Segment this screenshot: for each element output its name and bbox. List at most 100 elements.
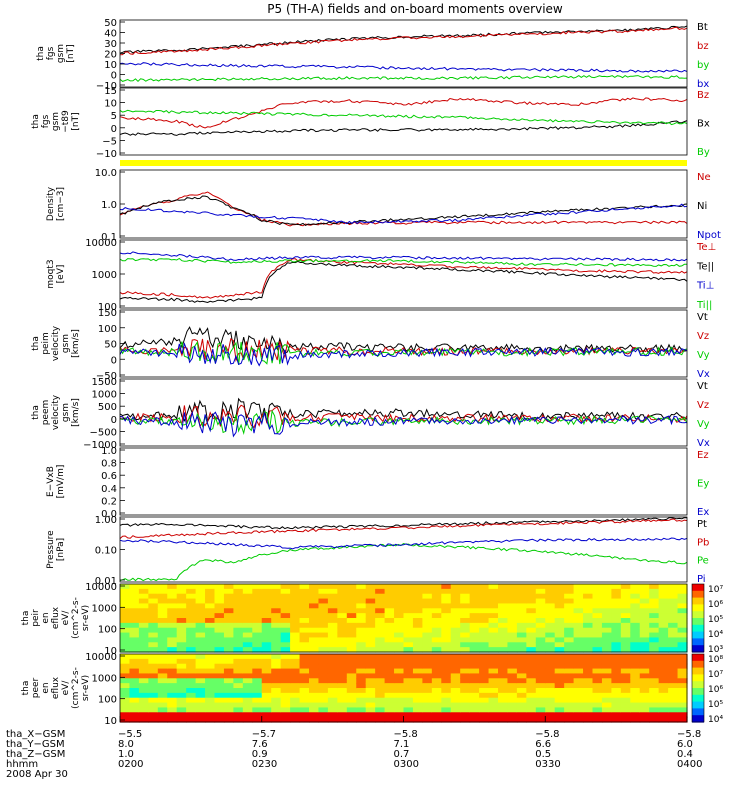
heat-cell — [394, 613, 405, 619]
heat-cell — [649, 688, 660, 694]
heat-cell — [441, 697, 452, 704]
heat-cell — [658, 668, 669, 675]
heat-cell — [356, 663, 367, 670]
heat-cell — [205, 603, 216, 609]
heat-cell — [346, 712, 357, 718]
heat-cell — [384, 673, 395, 679]
heat-cell — [365, 678, 376, 684]
heat-cell — [148, 678, 159, 684]
heat-cell — [507, 588, 518, 595]
heat-cell — [507, 584, 518, 590]
y-axis-label: tha — [36, 46, 46, 61]
y-tick-label: 0.6 — [101, 471, 117, 482]
heat-cell — [573, 712, 584, 718]
heat-cell — [138, 613, 149, 619]
y-axis-label: eflux — [51, 676, 61, 699]
heat-cell — [649, 683, 660, 689]
heat-cell — [535, 598, 546, 605]
heat-cell — [223, 683, 234, 689]
heat-cell — [384, 588, 395, 595]
heat-cell — [138, 692, 149, 699]
heat-cell — [271, 598, 282, 605]
heat-cell — [450, 712, 461, 718]
heat-cell — [630, 593, 641, 600]
colorbar-cell — [692, 648, 704, 653]
legend-label: Ti⊥ — [696, 281, 714, 292]
heat-cell — [252, 588, 263, 595]
heat-cell — [138, 593, 149, 600]
heat-cell — [176, 632, 187, 639]
heat-cell — [431, 598, 442, 605]
heat-cell — [601, 627, 612, 634]
heat-cell — [573, 688, 584, 694]
heat-cell — [516, 598, 527, 605]
heat-cell — [479, 702, 490, 709]
heat-cell — [649, 642, 660, 648]
heat-cell — [649, 613, 660, 619]
heat-cell — [337, 584, 348, 590]
heat-cell — [252, 658, 263, 665]
heat-cell — [148, 608, 159, 614]
heat-cell — [195, 668, 206, 675]
heat-cell — [488, 637, 499, 643]
heat-cell — [384, 584, 395, 590]
heat-cell — [290, 603, 301, 609]
heat-cell — [271, 717, 282, 723]
heat-cell — [488, 593, 499, 600]
heat-cell — [280, 668, 291, 675]
heat-cell — [564, 673, 575, 679]
heat-cell — [252, 717, 263, 723]
heat-cell — [403, 608, 414, 614]
heat-cell — [271, 707, 282, 713]
colorbar-cell — [692, 597, 704, 602]
heat-cell — [677, 593, 688, 600]
heat-cell — [488, 683, 499, 689]
heat-cell — [205, 598, 216, 605]
heat-cell — [498, 668, 509, 675]
heat-cell — [488, 658, 499, 665]
heat-cell — [649, 658, 660, 665]
heat-cell — [516, 654, 527, 660]
heat-cell — [601, 712, 612, 718]
heat-cell — [223, 663, 234, 670]
heat-cell — [299, 588, 310, 595]
heat-cell — [271, 678, 282, 684]
heat-cell — [176, 654, 187, 660]
heat-cell — [583, 598, 594, 605]
heat-cell — [412, 692, 423, 699]
heat-cell — [526, 683, 537, 689]
heat-cell — [630, 668, 641, 675]
series-line-Pb — [119, 518, 688, 539]
heat-cell — [195, 663, 206, 670]
heat-cell — [280, 642, 291, 648]
heat-cell — [450, 593, 461, 600]
heat-cell — [375, 663, 386, 670]
series-line-bx — [119, 62, 688, 73]
heat-cell — [441, 688, 452, 694]
heat-cell — [431, 637, 442, 643]
y-axis-label: tha — [21, 611, 31, 626]
heat-cell — [639, 584, 650, 590]
heat-cell — [384, 702, 395, 709]
heat-cell — [583, 584, 594, 590]
heat-cell — [252, 712, 263, 718]
series-line-Pi — [119, 537, 688, 550]
heat-cell — [157, 603, 168, 609]
heat-cell — [223, 632, 234, 639]
heat-cell — [365, 588, 376, 595]
heat-cell — [488, 588, 499, 595]
heat-cell — [649, 654, 660, 660]
heat-cell — [233, 697, 244, 704]
heat-cell — [649, 593, 660, 600]
heat-cell — [157, 702, 168, 709]
heat-cell — [592, 688, 603, 694]
heat-cell — [583, 658, 594, 665]
colorbar-cell — [692, 604, 704, 609]
heat-cell — [129, 692, 140, 699]
heat-cell — [205, 668, 216, 675]
heat-cell — [668, 712, 679, 718]
heat-cell — [186, 603, 197, 609]
heat-cell — [526, 618, 537, 624]
heat-cell — [583, 663, 594, 670]
heat-cell — [639, 658, 650, 665]
